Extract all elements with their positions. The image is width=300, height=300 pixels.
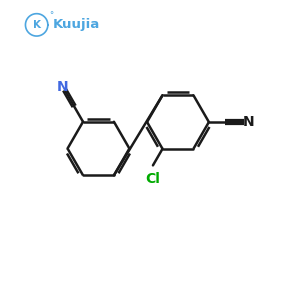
Text: K: K [33, 20, 41, 30]
Text: Cl: Cl [146, 172, 160, 186]
Text: N: N [243, 115, 254, 129]
Text: Kuujia: Kuujia [53, 18, 100, 32]
Text: °: ° [49, 11, 53, 20]
Text: N: N [57, 80, 69, 94]
